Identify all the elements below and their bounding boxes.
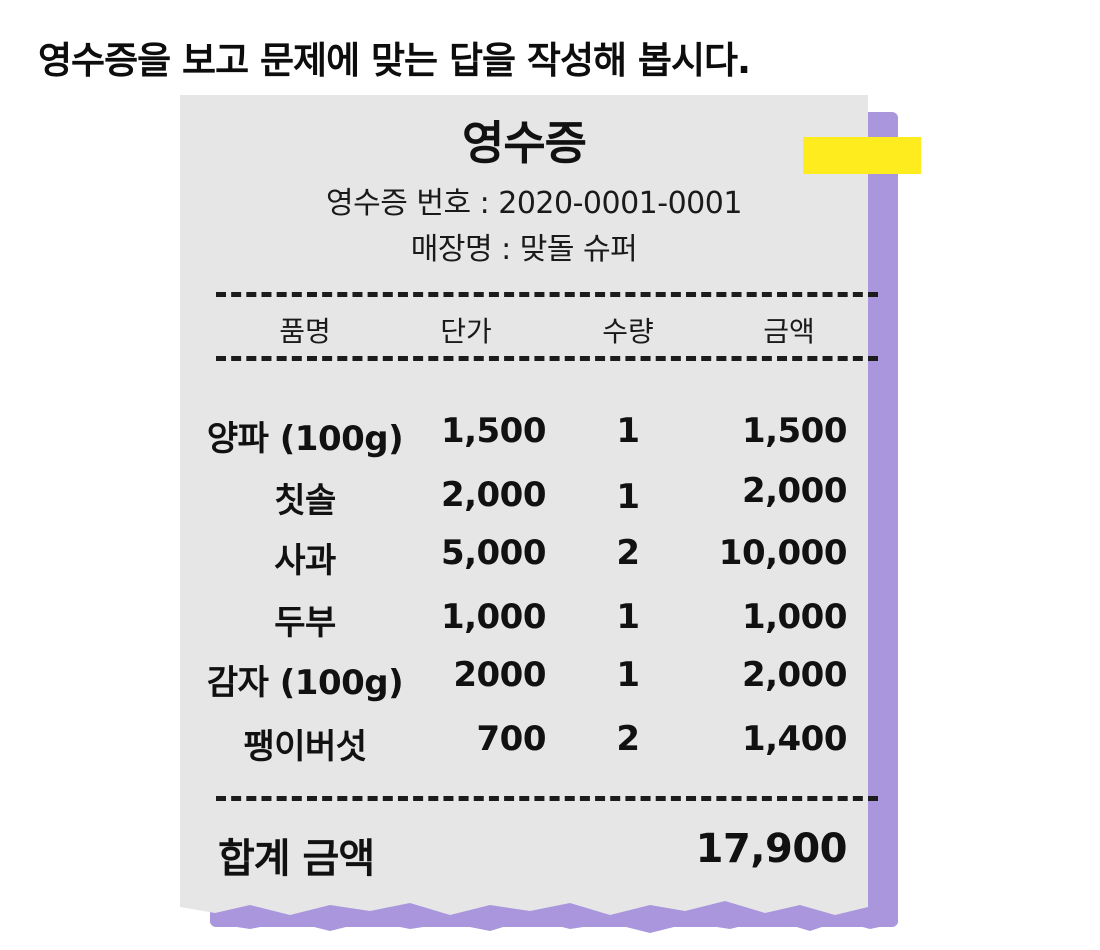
item-qty: 2	[616, 533, 640, 573]
yellow-tape	[803, 137, 921, 174]
item-amount: 10,000	[718, 533, 848, 573]
item-price: 2,000	[440, 475, 547, 515]
item-price: 700	[476, 719, 547, 759]
item-name: 칫솔	[274, 481, 336, 521]
column-header-qty: 수량	[602, 315, 654, 348]
dashed-divider-bottom	[216, 796, 878, 801]
item-price: 1,000	[440, 597, 547, 637]
item-price: 5,000	[440, 533, 547, 573]
item-qty: 1	[616, 477, 640, 517]
item-price: 1,500	[440, 411, 547, 451]
store-name: 매장명 : 맞돌 슈퍼	[410, 232, 638, 267]
item-qty: 1	[616, 411, 640, 451]
item-qty: 1	[616, 655, 640, 695]
item-amount: 2,000	[741, 655, 848, 695]
receipt-paper	[180, 95, 868, 900]
item-name: 감자 (100g)	[206, 663, 404, 703]
item-qty: 1	[616, 597, 640, 637]
receipt-torn-edge	[180, 885, 868, 915]
column-header-name: 품명	[279, 315, 331, 348]
item-name: 양파 (100g)	[206, 419, 404, 459]
item-amount: 1,400	[741, 719, 848, 759]
instruction-heading: 영수증을 보고 문제에 맞는 답을 작성해 봅시다.	[38, 39, 751, 82]
receipt-number: 영수증 번호 : 2020-0001-0001	[326, 186, 742, 221]
total-amount: 17,900	[695, 826, 848, 872]
column-header-price: 단가	[440, 315, 492, 348]
dashed-divider-header	[216, 356, 878, 361]
receipt-title: 영수증	[462, 116, 587, 170]
item-name: 사과	[274, 541, 336, 581]
item-amount: 1,000	[741, 597, 848, 637]
item-qty: 2	[616, 719, 640, 759]
item-price: 2000	[453, 655, 546, 695]
total-label: 합계 금액	[218, 836, 375, 882]
column-header-amount: 금액	[763, 315, 815, 348]
item-amount: 2,000	[741, 471, 848, 511]
dashed-divider-top	[216, 292, 878, 297]
item-name: 팽이버섯	[243, 727, 367, 767]
item-name: 두부	[274, 603, 336, 643]
item-amount: 1,500	[741, 411, 848, 451]
